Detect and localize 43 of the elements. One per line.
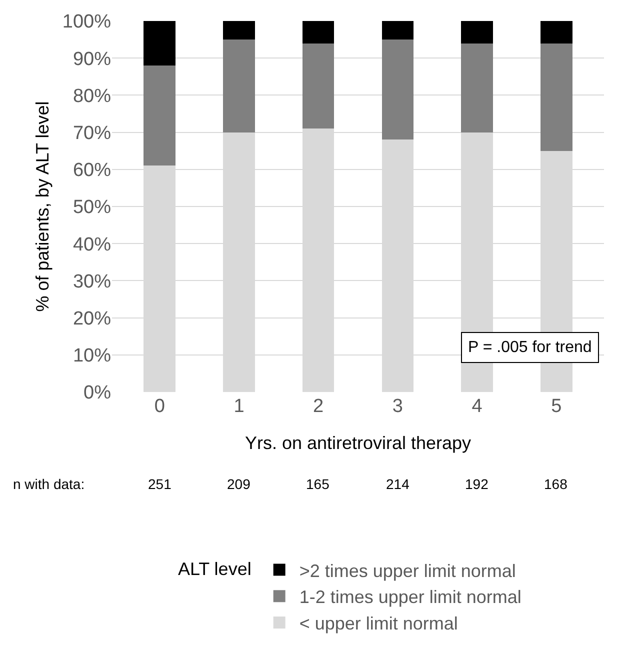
- bar: [540, 43, 572, 151]
- text: 165: [306, 476, 330, 492]
- bar: [144, 21, 176, 66]
- x-tick-label: 0: [154, 396, 165, 417]
- bar: [540, 21, 572, 44]
- text: n with data:: [13, 476, 85, 492]
- y-tick-label: 90%: [72, 48, 112, 70]
- x-tick-label: 1: [234, 396, 244, 417]
- x-tick-label: 5: [551, 396, 562, 417]
- bar: [223, 21, 255, 40]
- legend-label: < upper limit normal: [299, 614, 458, 634]
- annotation: P = .005 for trend: [468, 339, 592, 356]
- bar: [223, 40, 255, 132]
- y-tick-label: 70%: [72, 122, 112, 144]
- y-tick-label: 30%: [72, 271, 112, 292]
- y-tick-label: 0%: [84, 382, 112, 404]
- legend-label: 1-2 times upper limit normal: [299, 587, 522, 608]
- bar: [382, 40, 414, 140]
- x-tick-label: 3: [392, 396, 403, 417]
- x-tick-label: 4: [472, 396, 483, 417]
- bar: [461, 21, 493, 44]
- legend-label: >2 times upper limit normal: [299, 560, 516, 581]
- bar: [302, 43, 334, 129]
- text: 168: [544, 476, 568, 492]
- y-tick-label: 10%: [72, 346, 112, 367]
- y-tick-label: 40%: [72, 234, 112, 256]
- y-tick-label: 20%: [72, 308, 112, 330]
- y-tick-label: 80%: [72, 86, 112, 107]
- bar: [461, 43, 493, 132]
- text: 251: [148, 476, 172, 492]
- text: 209: [227, 476, 251, 492]
- legend-title: ALT level: [178, 558, 252, 579]
- text: 192: [465, 476, 489, 492]
- y-tick-label: 50%: [72, 197, 112, 218]
- y-axis-title: % of patients, by ALT level: [32, 101, 53, 312]
- bar: [144, 66, 176, 166]
- x-tick-label: 2: [313, 396, 324, 417]
- y-tick-label: 60%: [72, 160, 112, 182]
- y-tick-label: 100%: [62, 12, 112, 33]
- text: 214: [386, 476, 410, 492]
- bar: [302, 21, 334, 44]
- x-axis-title: Yrs. on antiretroviral therapy: [244, 433, 472, 454]
- bar: [382, 21, 414, 40]
